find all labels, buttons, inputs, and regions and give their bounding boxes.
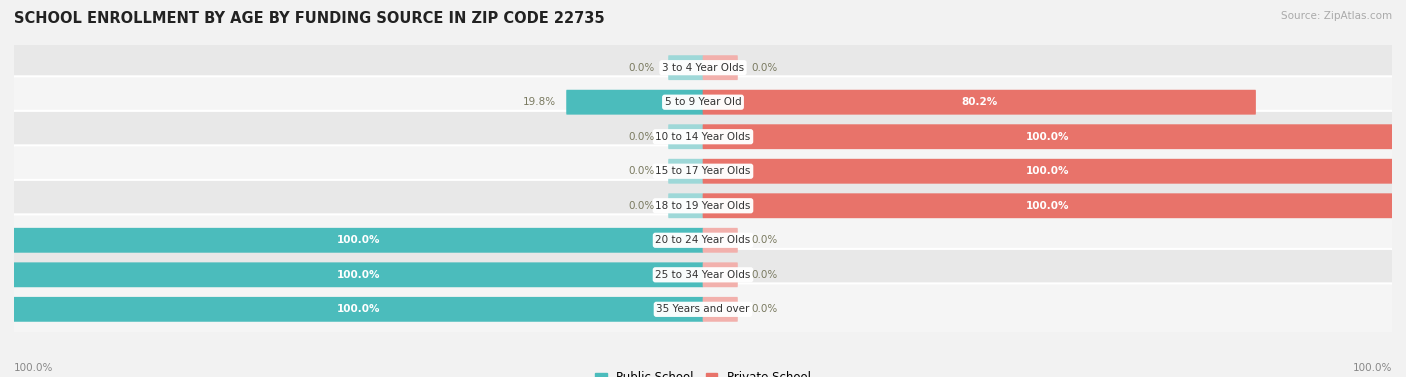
FancyBboxPatch shape	[668, 193, 703, 218]
Text: 25 to 34 Year Olds: 25 to 34 Year Olds	[655, 270, 751, 280]
FancyBboxPatch shape	[13, 146, 1393, 197]
Text: 0.0%: 0.0%	[628, 166, 655, 176]
Text: 20 to 24 Year Olds: 20 to 24 Year Olds	[655, 235, 751, 245]
Text: 100.0%: 100.0%	[337, 235, 380, 245]
FancyBboxPatch shape	[13, 249, 1393, 301]
Text: 35 Years and over: 35 Years and over	[657, 304, 749, 314]
Text: 0.0%: 0.0%	[751, 235, 778, 245]
Text: 10 to 14 Year Olds: 10 to 14 Year Olds	[655, 132, 751, 142]
Text: 15 to 17 Year Olds: 15 to 17 Year Olds	[655, 166, 751, 176]
Text: 5 to 9 Year Old: 5 to 9 Year Old	[665, 97, 741, 107]
FancyBboxPatch shape	[13, 215, 1393, 266]
FancyBboxPatch shape	[13, 284, 1393, 335]
FancyBboxPatch shape	[13, 42, 1393, 93]
Text: 0.0%: 0.0%	[628, 63, 655, 73]
FancyBboxPatch shape	[668, 55, 703, 80]
FancyBboxPatch shape	[703, 262, 738, 287]
Text: SCHOOL ENROLLMENT BY AGE BY FUNDING SOURCE IN ZIP CODE 22735: SCHOOL ENROLLMENT BY AGE BY FUNDING SOUR…	[14, 11, 605, 26]
FancyBboxPatch shape	[703, 159, 1392, 184]
FancyBboxPatch shape	[13, 180, 1393, 231]
Text: 80.2%: 80.2%	[962, 97, 997, 107]
Text: 100.0%: 100.0%	[337, 270, 380, 280]
FancyBboxPatch shape	[13, 111, 1393, 162]
Text: 19.8%: 19.8%	[523, 97, 557, 107]
Text: 0.0%: 0.0%	[751, 304, 778, 314]
Text: 100.0%: 100.0%	[337, 304, 380, 314]
FancyBboxPatch shape	[703, 55, 738, 80]
Text: 100.0%: 100.0%	[1026, 166, 1069, 176]
FancyBboxPatch shape	[703, 90, 1256, 115]
Text: 0.0%: 0.0%	[628, 201, 655, 211]
Text: 18 to 19 Year Olds: 18 to 19 Year Olds	[655, 201, 751, 211]
Text: 100.0%: 100.0%	[1026, 201, 1069, 211]
FancyBboxPatch shape	[567, 90, 703, 115]
Legend: Public School, Private School: Public School, Private School	[591, 366, 815, 377]
FancyBboxPatch shape	[703, 228, 738, 253]
FancyBboxPatch shape	[14, 228, 703, 253]
Text: 100.0%: 100.0%	[1353, 363, 1392, 373]
FancyBboxPatch shape	[703, 124, 1392, 149]
FancyBboxPatch shape	[14, 297, 703, 322]
Text: 0.0%: 0.0%	[628, 132, 655, 142]
Text: 3 to 4 Year Olds: 3 to 4 Year Olds	[662, 63, 744, 73]
FancyBboxPatch shape	[703, 297, 738, 322]
FancyBboxPatch shape	[668, 159, 703, 184]
FancyBboxPatch shape	[13, 76, 1393, 128]
FancyBboxPatch shape	[14, 262, 703, 287]
Text: Source: ZipAtlas.com: Source: ZipAtlas.com	[1281, 11, 1392, 21]
FancyBboxPatch shape	[668, 124, 703, 149]
FancyBboxPatch shape	[703, 193, 1392, 218]
Text: 100.0%: 100.0%	[1026, 132, 1069, 142]
Text: 100.0%: 100.0%	[14, 363, 53, 373]
Text: 0.0%: 0.0%	[751, 270, 778, 280]
Text: 0.0%: 0.0%	[751, 63, 778, 73]
